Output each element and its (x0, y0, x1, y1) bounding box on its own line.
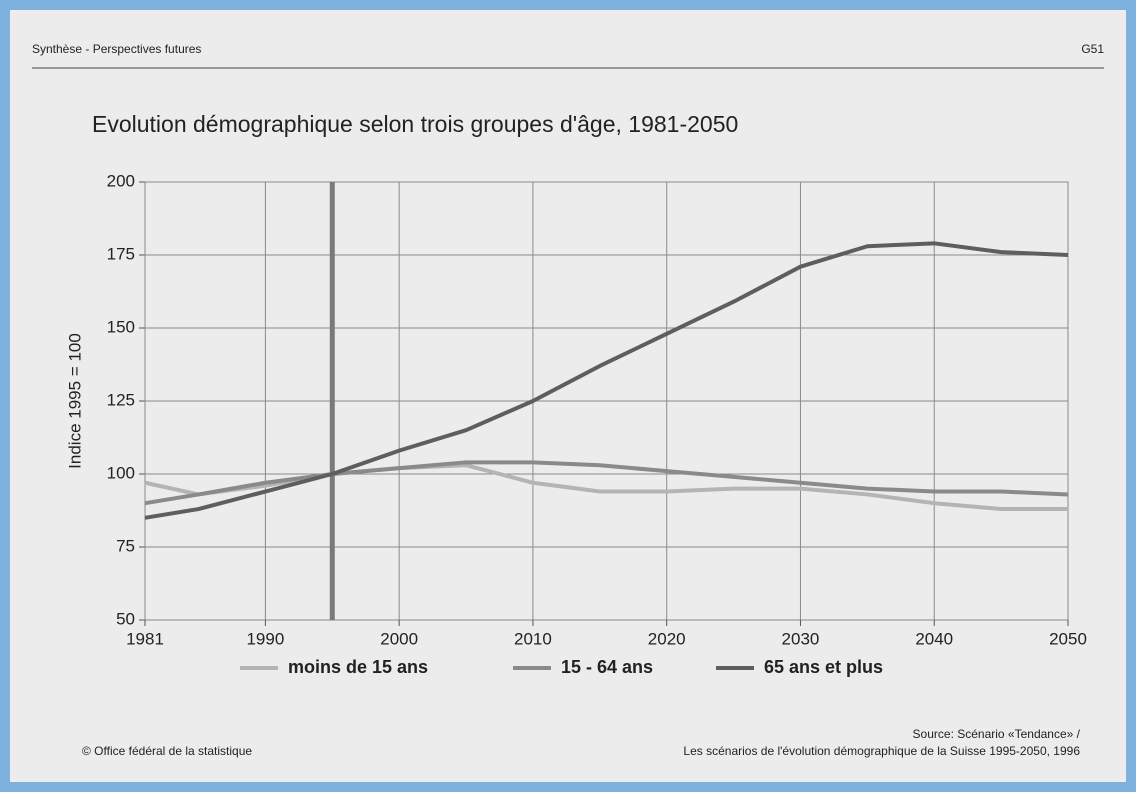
y-tick-label: 150 (107, 317, 135, 336)
y-tick-label: 175 (107, 244, 135, 263)
source: Les scénarios de l'évolution démographiq… (683, 744, 1080, 758)
y-tick-label: 50 (116, 609, 135, 628)
x-tick-label: 2020 (648, 629, 686, 648)
x-tick-label: 1981 (126, 629, 164, 648)
y-tick-label: 200 (107, 171, 135, 190)
x-tick-label: 2050 (1049, 629, 1087, 648)
x-tick-label: 2000 (380, 629, 418, 648)
series-line (144, 460, 1069, 506)
page-number: G51 (1081, 42, 1104, 56)
legend-label: moins de 15 ans (288, 657, 428, 677)
x-tick-label: 2010 (514, 629, 552, 648)
x-tick-label: 1990 (246, 629, 284, 648)
header: Synthèse - Perspectives futures (32, 42, 201, 56)
chart-title: Evolution démographique selon trois grou… (92, 111, 738, 137)
y-tick-label: 125 (107, 390, 135, 409)
legend-label: 15 - 64 ans (561, 657, 653, 677)
footer-left: © Office fédéral de la statistique (82, 744, 252, 758)
series-line (144, 241, 1069, 520)
sheet (10, 10, 1126, 782)
source: Source: Scénario «Tendance» / (913, 727, 1081, 741)
y-tick-label: 100 (107, 463, 135, 482)
x-tick-label: 2030 (782, 629, 820, 648)
legend-label: 65 ans et plus (764, 657, 883, 677)
x-tick-label: 2040 (915, 629, 953, 648)
y-tick-label: 75 (116, 536, 135, 555)
y-axis-label: Indice 1995 = 100 (65, 333, 84, 469)
